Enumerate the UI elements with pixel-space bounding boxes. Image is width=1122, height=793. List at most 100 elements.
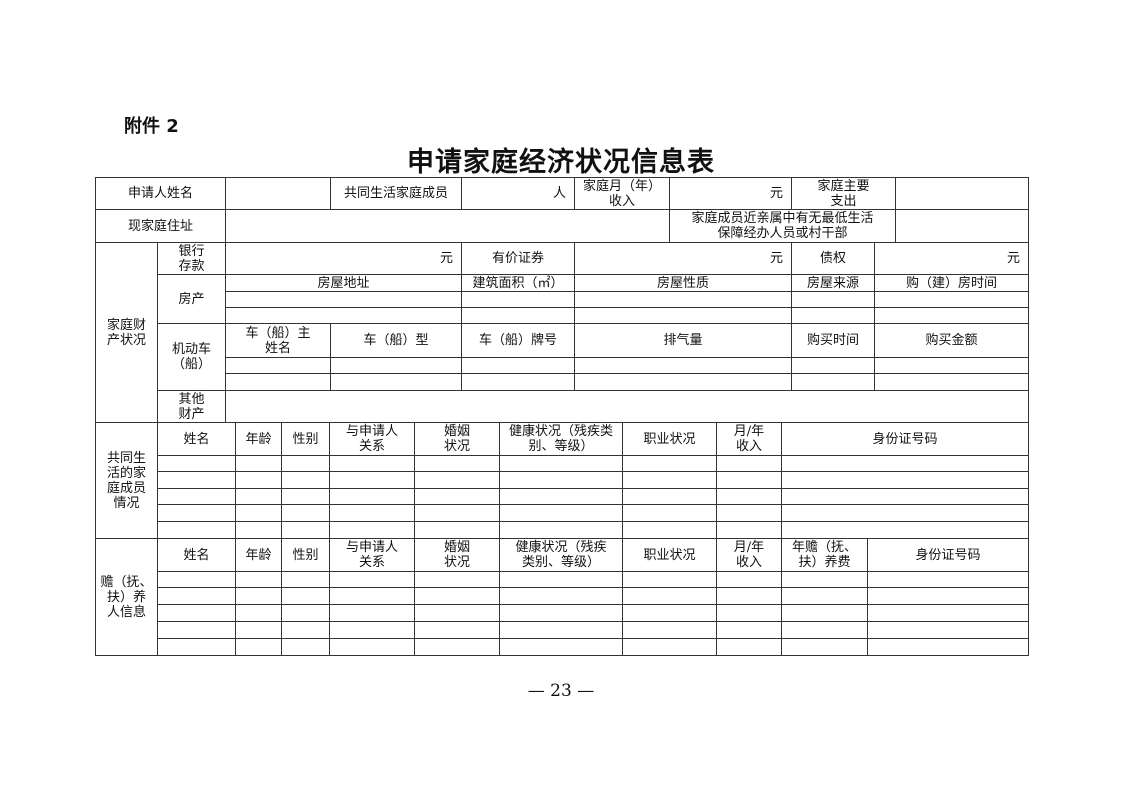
supported-cell[interactable] <box>716 638 782 656</box>
vehicle-cell[interactable] <box>225 373 331 391</box>
house-cell[interactable] <box>461 291 575 308</box>
field-main-expense[interactable] <box>895 177 1029 210</box>
supported-cell[interactable] <box>867 638 1029 656</box>
house-cell[interactable] <box>874 291 1029 308</box>
vehicle-cell[interactable] <box>461 373 575 391</box>
supported-cell[interactable] <box>329 604 415 622</box>
supported-cell[interactable] <box>414 621 500 639</box>
supported-cell[interactable] <box>329 638 415 656</box>
supported-cell[interactable] <box>235 604 282 622</box>
member-cell[interactable] <box>781 521 1029 539</box>
supported-cell[interactable] <box>235 571 282 588</box>
member-cell[interactable] <box>781 504 1029 522</box>
member-cell[interactable] <box>414 471 500 489</box>
supported-cell[interactable] <box>622 638 717 656</box>
vehicle-cell[interactable] <box>574 357 792 374</box>
member-cell[interactable] <box>716 471 782 489</box>
member-cell[interactable] <box>414 521 500 539</box>
member-cell[interactable] <box>414 504 500 522</box>
house-cell[interactable] <box>791 307 875 324</box>
supported-cell[interactable] <box>622 571 717 588</box>
member-cell[interactable] <box>499 488 623 505</box>
house-cell[interactable] <box>574 307 792 324</box>
supported-cell[interactable] <box>281 604 330 622</box>
supported-cell[interactable] <box>329 621 415 639</box>
member-cell[interactable] <box>157 488 236 505</box>
member-cell[interactable] <box>329 471 415 489</box>
member-cell[interactable] <box>157 455 236 472</box>
house-cell[interactable] <box>225 291 462 308</box>
supported-cell[interactable] <box>281 587 330 605</box>
supported-cell[interactable] <box>867 587 1029 605</box>
vehicle-cell[interactable] <box>330 357 462 374</box>
supported-cell[interactable] <box>499 587 623 605</box>
supported-cell[interactable] <box>867 621 1029 639</box>
supported-cell[interactable] <box>157 638 236 656</box>
supported-cell[interactable] <box>235 638 282 656</box>
vehicle-cell[interactable] <box>330 373 462 391</box>
supported-cell[interactable] <box>867 571 1029 588</box>
supported-cell[interactable] <box>499 621 623 639</box>
house-cell[interactable] <box>791 291 875 308</box>
house-cell[interactable] <box>461 307 575 324</box>
field-address[interactable] <box>225 209 670 243</box>
member-cell[interactable] <box>329 488 415 505</box>
vehicle-cell[interactable] <box>791 373 875 391</box>
vehicle-cell[interactable] <box>574 373 792 391</box>
member-cell[interactable] <box>157 471 236 489</box>
supported-cell[interactable] <box>414 604 500 622</box>
vehicle-cell[interactable] <box>791 357 875 374</box>
member-cell[interactable] <box>281 504 330 522</box>
supported-cell[interactable] <box>235 587 282 605</box>
supported-cell[interactable] <box>781 604 868 622</box>
supported-cell[interactable] <box>499 638 623 656</box>
vehicle-cell[interactable] <box>874 373 1029 391</box>
supported-cell[interactable] <box>781 571 868 588</box>
supported-cell[interactable] <box>281 621 330 639</box>
supported-cell[interactable] <box>716 621 782 639</box>
supported-cell[interactable] <box>716 571 782 588</box>
member-cell[interactable] <box>622 488 717 505</box>
member-cell[interactable] <box>414 455 500 472</box>
member-cell[interactable] <box>157 504 236 522</box>
member-cell[interactable] <box>499 504 623 522</box>
member-cell[interactable] <box>281 521 330 539</box>
supported-cell[interactable] <box>716 604 782 622</box>
member-cell[interactable] <box>329 521 415 539</box>
supported-cell[interactable] <box>414 571 500 588</box>
supported-cell[interactable] <box>499 604 623 622</box>
vehicle-cell[interactable] <box>874 357 1029 374</box>
supported-cell[interactable] <box>622 587 717 605</box>
supported-cell[interactable] <box>329 571 415 588</box>
supported-cell[interactable] <box>781 587 868 605</box>
member-cell[interactable] <box>281 488 330 505</box>
member-cell[interactable] <box>235 504 282 522</box>
member-cell[interactable] <box>716 488 782 505</box>
supported-cell[interactable] <box>414 587 500 605</box>
member-cell[interactable] <box>716 521 782 539</box>
supported-cell[interactable] <box>622 621 717 639</box>
supported-cell[interactable] <box>499 571 623 588</box>
supported-cell[interactable] <box>281 638 330 656</box>
supported-cell[interactable] <box>867 604 1029 622</box>
house-cell[interactable] <box>225 307 462 324</box>
member-cell[interactable] <box>499 455 623 472</box>
house-cell[interactable] <box>874 307 1029 324</box>
member-cell[interactable] <box>157 521 236 539</box>
member-cell[interactable] <box>235 521 282 539</box>
member-cell[interactable] <box>281 471 330 489</box>
supported-cell[interactable] <box>414 638 500 656</box>
field-applicant-name[interactable] <box>225 177 331 210</box>
field-relatives[interactable] <box>895 209 1029 243</box>
supported-cell[interactable] <box>716 587 782 605</box>
member-cell[interactable] <box>716 455 782 472</box>
supported-cell[interactable] <box>781 621 868 639</box>
supported-cell[interactable] <box>157 587 236 605</box>
member-cell[interactable] <box>622 521 717 539</box>
supported-cell[interactable] <box>281 571 330 588</box>
member-cell[interactable] <box>235 455 282 472</box>
member-cell[interactable] <box>329 455 415 472</box>
supported-cell[interactable] <box>157 621 236 639</box>
member-cell[interactable] <box>781 455 1029 472</box>
vehicle-cell[interactable] <box>461 357 575 374</box>
